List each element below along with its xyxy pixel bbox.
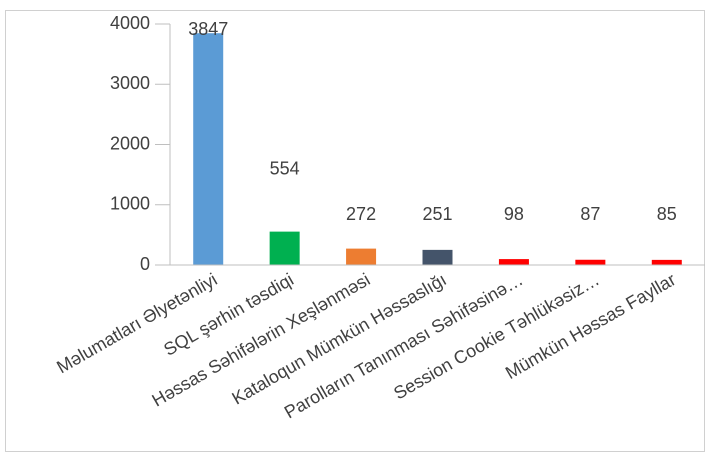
data-label: 251 xyxy=(422,204,452,224)
data-label: 87 xyxy=(580,204,600,224)
y-tick-label: 3000 xyxy=(110,73,150,93)
bar xyxy=(498,259,529,265)
bar xyxy=(422,249,453,265)
bar xyxy=(651,259,682,265)
y-tick-label: 2000 xyxy=(110,133,150,153)
bar xyxy=(193,33,224,266)
data-label: 272 xyxy=(346,204,376,224)
bar xyxy=(346,248,377,265)
bar xyxy=(575,259,606,265)
y-tick-label: 4000 xyxy=(110,13,150,33)
y-tick-label: 0 xyxy=(140,254,150,274)
bar xyxy=(269,231,300,265)
data-label: 554 xyxy=(270,158,300,178)
data-label: 98 xyxy=(504,204,524,224)
data-label: 3847 xyxy=(188,19,228,39)
y-tick-label: 1000 xyxy=(110,194,150,214)
data-label: 85 xyxy=(657,204,677,224)
